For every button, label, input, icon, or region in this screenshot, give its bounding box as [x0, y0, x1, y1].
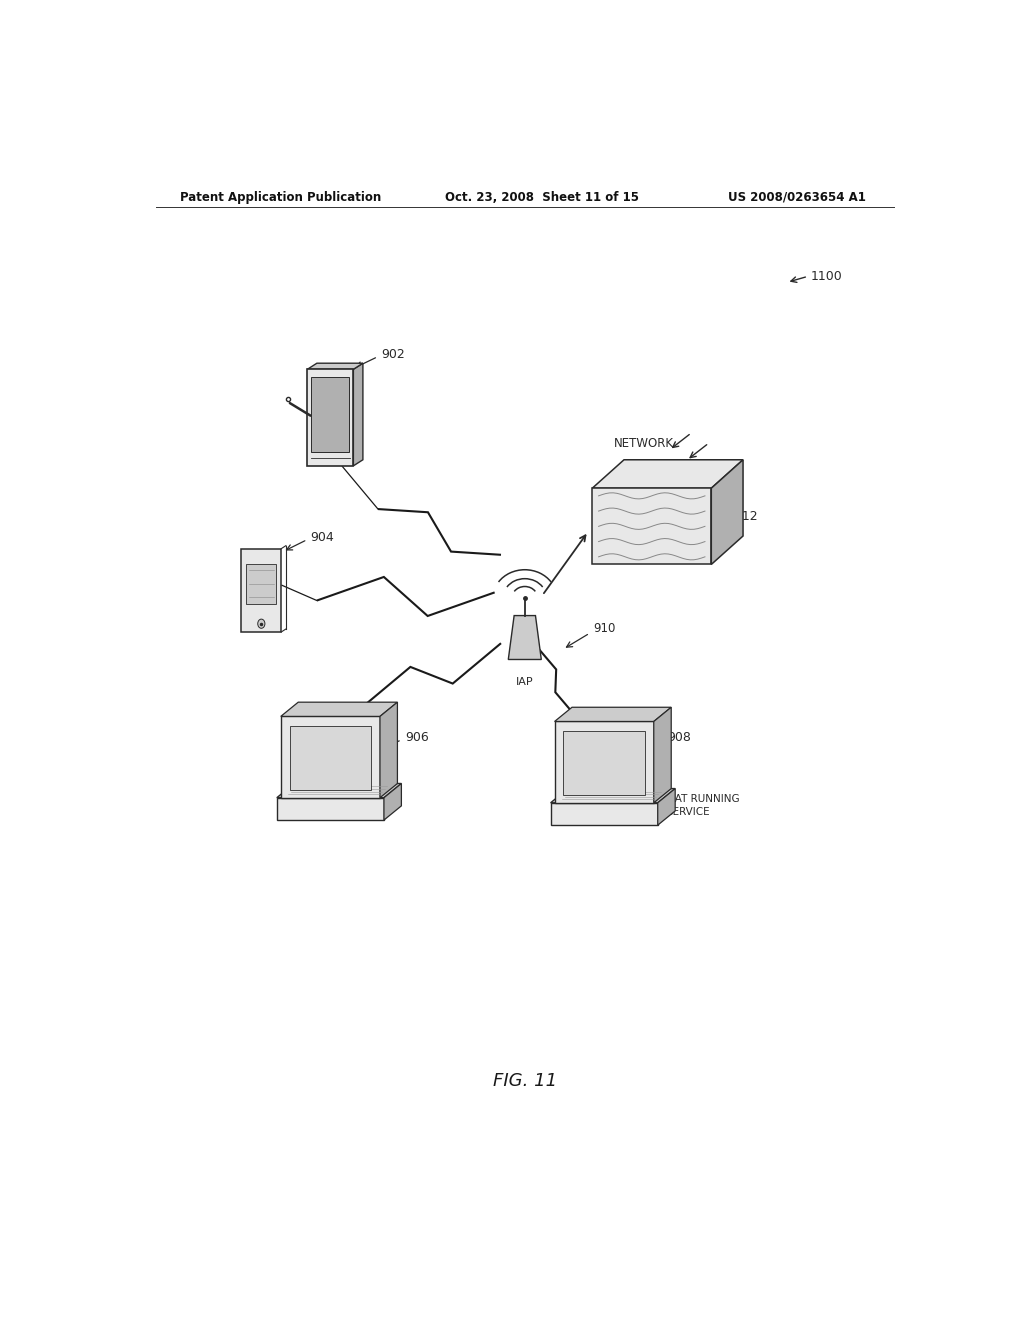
Text: 912: 912 — [734, 510, 758, 523]
Polygon shape — [508, 615, 542, 660]
Polygon shape — [281, 702, 397, 717]
Polygon shape — [592, 459, 743, 488]
Polygon shape — [551, 803, 657, 825]
Polygon shape — [276, 797, 384, 820]
Bar — [563, 731, 645, 795]
Circle shape — [258, 619, 265, 628]
Text: Patent Application Publication: Patent Application Publication — [179, 190, 381, 203]
Bar — [247, 564, 276, 603]
Polygon shape — [653, 708, 671, 803]
Polygon shape — [281, 717, 380, 797]
Polygon shape — [555, 708, 671, 722]
Polygon shape — [380, 702, 397, 797]
Text: 904: 904 — [310, 531, 334, 544]
Text: FIG. 11: FIG. 11 — [493, 1072, 557, 1090]
Polygon shape — [551, 788, 675, 803]
FancyBboxPatch shape — [307, 370, 353, 466]
Text: 902: 902 — [381, 348, 404, 362]
Polygon shape — [592, 488, 712, 565]
Text: NETWORK: NETWORK — [613, 437, 674, 450]
Polygon shape — [712, 459, 743, 565]
Text: 908: 908 — [667, 731, 691, 744]
Polygon shape — [276, 784, 401, 797]
Polygon shape — [307, 363, 362, 370]
Text: 1100: 1100 — [811, 269, 843, 282]
Text: Oct. 23, 2008  Sheet 11 of 15: Oct. 23, 2008 Sheet 11 of 15 — [445, 190, 639, 203]
Bar — [311, 378, 349, 453]
Polygon shape — [657, 788, 675, 825]
FancyBboxPatch shape — [242, 549, 282, 632]
Bar — [290, 726, 371, 789]
Polygon shape — [384, 784, 401, 820]
Text: 906: 906 — [404, 731, 429, 744]
Text: IAP: IAP — [516, 677, 534, 686]
Polygon shape — [353, 363, 362, 466]
Polygon shape — [555, 722, 653, 803]
Text: US 2008/0263654 A1: US 2008/0263654 A1 — [728, 190, 866, 203]
Text: 910: 910 — [593, 623, 615, 635]
Text: NAT RUNNING
SERVICE: NAT RUNNING SERVICE — [667, 793, 739, 817]
